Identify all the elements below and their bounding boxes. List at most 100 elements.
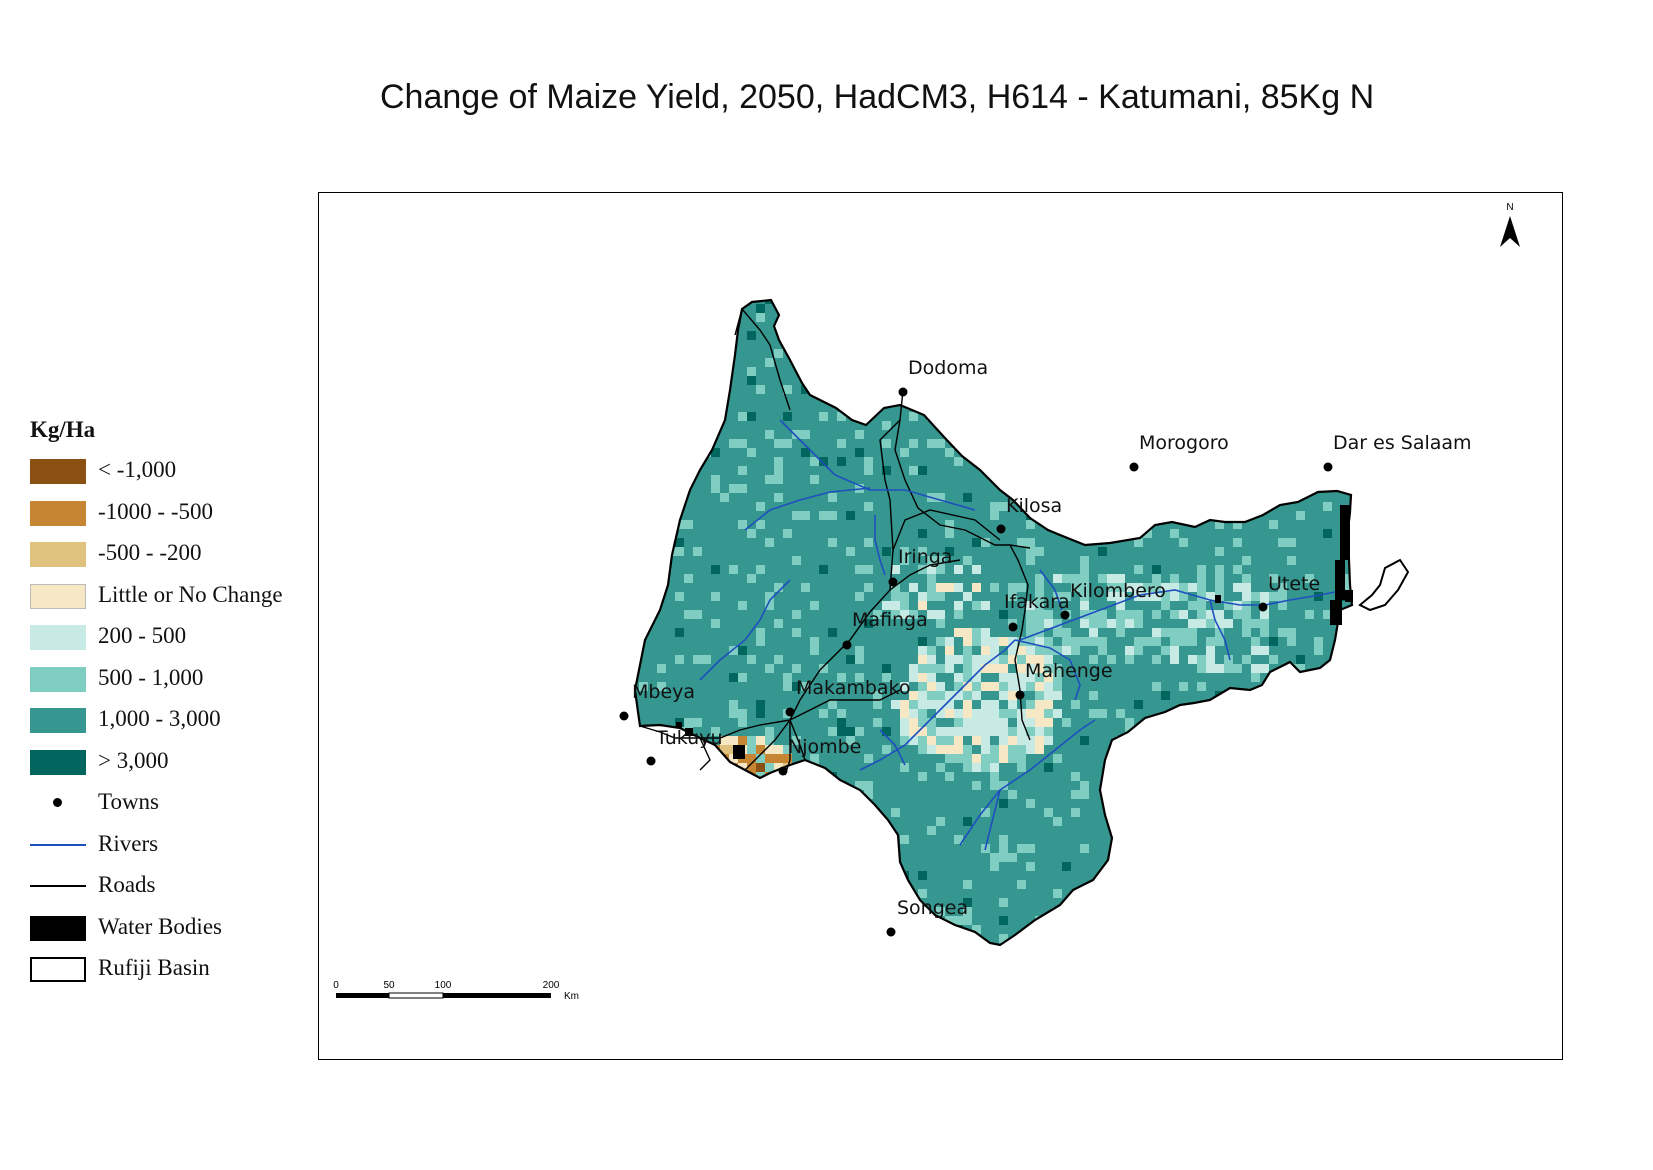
raster-cell bbox=[1233, 511, 1243, 521]
raster-cell bbox=[1305, 556, 1315, 566]
raster-cell bbox=[801, 808, 811, 818]
raster-cell bbox=[1197, 790, 1207, 800]
raster-cell bbox=[639, 763, 649, 773]
raster-cell bbox=[990, 817, 1000, 827]
raster-cell bbox=[918, 421, 928, 431]
raster-cell bbox=[738, 475, 748, 485]
raster-cell bbox=[1224, 655, 1234, 665]
raster-cell bbox=[1287, 304, 1297, 314]
raster-cell bbox=[1251, 403, 1261, 413]
raster-cell bbox=[1305, 367, 1315, 377]
raster-cell bbox=[1242, 781, 1252, 791]
raster-cell bbox=[936, 484, 946, 494]
raster-cell bbox=[1035, 358, 1045, 368]
raster-cell bbox=[1161, 511, 1171, 521]
raster-cell bbox=[702, 385, 712, 395]
raster-cell bbox=[918, 538, 928, 548]
legend-item-gt-3000: > 3,000 bbox=[30, 744, 330, 786]
raster-cell bbox=[720, 367, 730, 377]
raster-cell bbox=[846, 709, 856, 719]
raster-cell bbox=[945, 691, 955, 701]
raster-cell bbox=[1287, 592, 1297, 602]
raster-cell bbox=[738, 493, 748, 503]
raster-cell bbox=[693, 592, 703, 602]
raster-cell bbox=[1116, 448, 1126, 458]
raster-cell bbox=[801, 412, 811, 422]
raster-cell bbox=[783, 583, 793, 593]
raster-cell bbox=[1287, 430, 1297, 440]
raster-cell bbox=[810, 574, 820, 584]
raster-cell bbox=[1314, 574, 1324, 584]
raster-cell bbox=[1341, 457, 1351, 467]
raster-cell bbox=[729, 493, 739, 503]
raster-cell bbox=[1206, 556, 1216, 566]
raster-cell bbox=[1170, 628, 1180, 638]
raster-cell bbox=[1296, 340, 1306, 350]
raster-cell bbox=[783, 385, 793, 395]
raster-cell bbox=[756, 637, 766, 647]
raster-cell bbox=[711, 511, 721, 521]
raster-cell bbox=[846, 574, 856, 584]
raster-cell bbox=[1170, 556, 1180, 566]
raster-cell bbox=[1296, 817, 1306, 827]
raster-cell bbox=[774, 556, 784, 566]
raster-cell bbox=[792, 300, 802, 305]
raster-cell bbox=[1206, 655, 1216, 665]
raster-cell bbox=[657, 502, 667, 512]
raster-cell bbox=[702, 313, 712, 323]
raster-cell bbox=[1035, 412, 1045, 422]
raster-cell bbox=[1269, 538, 1279, 548]
raster-cell bbox=[1035, 529, 1045, 539]
raster-cell bbox=[1044, 574, 1054, 584]
raster-cell bbox=[981, 385, 991, 395]
raster-cell bbox=[747, 466, 757, 476]
raster-cell bbox=[963, 556, 973, 566]
raster-cell bbox=[1179, 808, 1189, 818]
raster-cell bbox=[1278, 574, 1288, 584]
raster-cell bbox=[981, 655, 991, 665]
raster-cell bbox=[639, 403, 649, 413]
raster-cell bbox=[837, 466, 847, 476]
raster-cell bbox=[1089, 808, 1099, 818]
raster-cell bbox=[819, 511, 829, 521]
raster-cell bbox=[999, 754, 1009, 764]
raster-cell bbox=[1224, 367, 1234, 377]
raster-cell bbox=[1188, 673, 1198, 683]
raster-cell bbox=[1242, 727, 1252, 737]
raster-cell bbox=[990, 664, 1000, 674]
raster-cell bbox=[927, 637, 937, 647]
raster-cell bbox=[1233, 754, 1243, 764]
raster-cell bbox=[1116, 628, 1126, 638]
raster-cell bbox=[738, 412, 748, 422]
raster-cell bbox=[1134, 421, 1144, 431]
raster-cell bbox=[909, 727, 919, 737]
raster-cell bbox=[1323, 493, 1333, 503]
raster-cell bbox=[1215, 520, 1225, 530]
raster-cell bbox=[783, 601, 793, 611]
raster-cell bbox=[963, 394, 973, 404]
raster-cell bbox=[819, 493, 829, 503]
raster-cell bbox=[963, 565, 973, 575]
raster-cell bbox=[945, 565, 955, 575]
raster-cell bbox=[1278, 655, 1288, 665]
raster-cell bbox=[1278, 682, 1288, 692]
raster-cell bbox=[1044, 300, 1054, 305]
raster-cell bbox=[1260, 430, 1270, 440]
raster-cell bbox=[1080, 358, 1090, 368]
raster-cell bbox=[972, 394, 982, 404]
raster-cell bbox=[1278, 673, 1288, 683]
raster-cell bbox=[1269, 322, 1279, 332]
raster-cell bbox=[927, 835, 937, 845]
raster-cell bbox=[1080, 322, 1090, 332]
raster-cell bbox=[1125, 619, 1135, 629]
raster-cell bbox=[702, 300, 712, 305]
raster-cell bbox=[1224, 673, 1234, 683]
raster-cell bbox=[1314, 511, 1324, 521]
raster-cell bbox=[1314, 376, 1324, 386]
raster-cell bbox=[1341, 682, 1351, 692]
raster-cell bbox=[999, 601, 1009, 611]
raster-cell bbox=[828, 583, 838, 593]
raster-cell bbox=[635, 583, 640, 593]
raster-cell bbox=[1143, 772, 1153, 782]
raster-cell bbox=[1044, 655, 1054, 665]
